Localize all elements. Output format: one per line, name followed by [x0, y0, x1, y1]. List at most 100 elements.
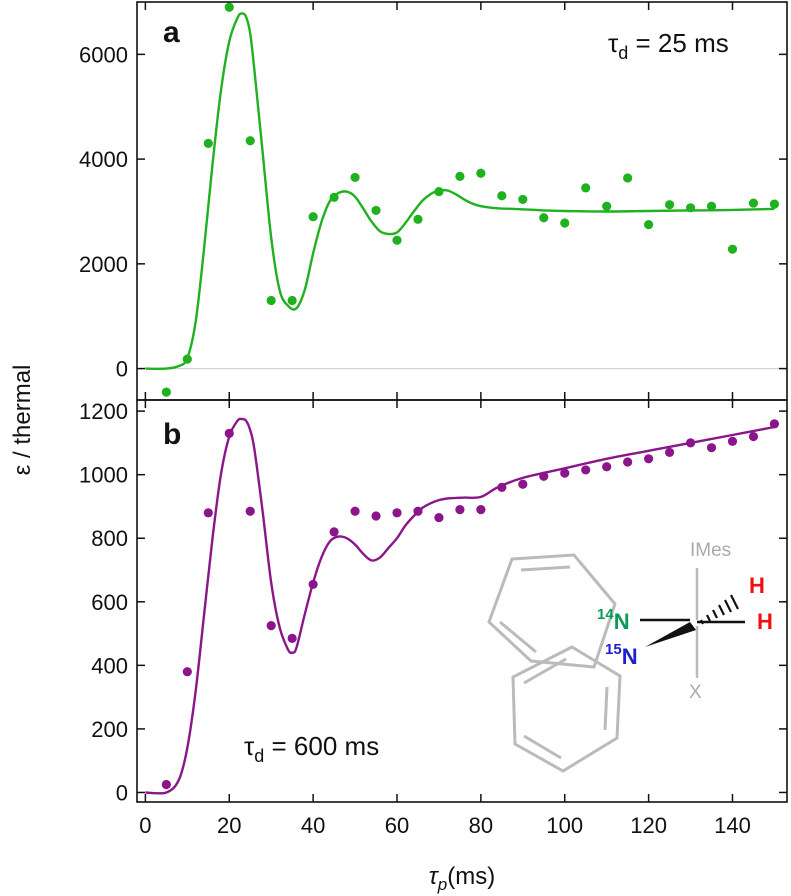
data-point	[266, 621, 276, 631]
data-point	[644, 454, 654, 464]
data-point	[182, 667, 192, 677]
data-point	[476, 168, 486, 178]
pyridine-ring-upper	[487, 553, 617, 669]
y-tick-label: 0	[116, 357, 128, 382]
data-point	[161, 779, 171, 790]
y-tick-label: 2000	[79, 252, 128, 277]
ring-inner-bond	[523, 734, 562, 760]
data-point	[434, 512, 444, 523]
data-point	[664, 447, 675, 458]
n14-label: 14N	[597, 606, 630, 634]
x-tick-label: 0	[139, 813, 151, 838]
panel-b: 0 200 400 600 800 1000 1200 0 20 40 60 80 100 120 140…	[79, 399, 788, 838]
ring-inner-bond	[603, 686, 609, 731]
panel-a-fit-curve	[145, 12, 775, 370]
data-point	[748, 431, 759, 442]
y-tick-label: 1200	[79, 399, 128, 424]
data-point	[706, 443, 717, 453]
data-point	[350, 172, 360, 183]
data-point	[392, 508, 402, 518]
imes-label: IMes	[690, 540, 731, 561]
x-tick-label: 20	[217, 813, 241, 838]
panel-a-y-ticks: 0 2000 4000 6000	[79, 42, 787, 382]
data-point	[455, 505, 465, 515]
data-point	[497, 191, 507, 201]
y-axis-title: ε / thermal	[9, 365, 36, 476]
data-point	[371, 205, 381, 216]
pyridine-ring-lower	[511, 645, 622, 773]
data-point	[623, 173, 633, 183]
data-point	[371, 511, 381, 521]
data-point	[769, 419, 780, 429]
data-point	[706, 201, 717, 211]
data-point	[245, 506, 255, 516]
data-point	[203, 138, 213, 148]
y-tick-label: 4000	[79, 147, 128, 172]
panel-a-frame	[136, 1, 788, 401]
y-tick-label: 800	[91, 526, 128, 551]
data-point	[623, 457, 633, 467]
data-point	[581, 465, 591, 475]
data-point	[685, 203, 696, 213]
data-point	[161, 387, 171, 397]
data-point	[539, 213, 549, 223]
data-point	[476, 505, 486, 515]
data-point	[308, 579, 318, 589]
data-point	[644, 219, 654, 230]
data-point	[287, 295, 297, 306]
panel-a: 0 2000 4000 6000 a τd = 25 ms	[79, 1, 788, 401]
data-point	[727, 244, 738, 254]
data-point	[413, 506, 423, 516]
hydrogen-label-right: H	[757, 609, 773, 634]
panel-b-annotation: τd = 600 ms	[244, 731, 379, 766]
data-point	[245, 136, 255, 146]
data-point	[329, 192, 339, 202]
data-point	[329, 527, 339, 537]
data-point	[560, 218, 570, 228]
data-point	[602, 201, 612, 211]
data-point	[497, 482, 507, 492]
ring-inner-bond	[499, 620, 537, 654]
n15-label: 15N	[605, 641, 638, 669]
panel-b-x-ticks: 0 20 40 60 80 100 120 140	[139, 400, 751, 838]
panel-b-frame	[136, 399, 788, 803]
data-point	[266, 295, 276, 306]
ring-inner-bond	[523, 657, 567, 685]
data-point	[392, 235, 402, 245]
y-tick-label: 1000	[79, 463, 128, 488]
panel-b-fit-curve	[145, 417, 775, 795]
panel-b-y-ticks: 0 200 400 600 800 1000 1200	[79, 399, 787, 805]
y-tick-label: 600	[91, 590, 128, 615]
y-tick-label: 0	[116, 780, 128, 805]
panel-b-data-points	[161, 419, 780, 790]
molecule-structure: IMes X 14N 15N H H	[487, 540, 773, 773]
x-tick-label: 40	[301, 813, 325, 838]
metal-h-hashed-bond	[700, 594, 739, 625]
data-point	[203, 508, 213, 518]
data-point	[224, 2, 234, 12]
data-point	[560, 468, 570, 478]
data-point	[664, 200, 675, 210]
data-point	[455, 171, 465, 181]
data-point	[518, 194, 528, 205]
y-tick-label: 6000	[79, 42, 128, 67]
data-point	[518, 479, 528, 489]
x-tick-label: 120	[630, 813, 667, 838]
panel-a-x-ticks	[144, 2, 734, 400]
data-point	[287, 633, 297, 643]
hydrogen-label-top: H	[749, 573, 765, 598]
data-point	[182, 354, 192, 364]
data-point	[727, 436, 738, 446]
y-tick-label: 400	[91, 653, 128, 678]
data-point	[769, 199, 780, 209]
y-tick-label: 200	[91, 717, 128, 742]
data-point	[602, 462, 612, 472]
data-point	[350, 506, 360, 516]
panel-a-data-points	[161, 2, 780, 397]
x-ligand-label: X	[689, 682, 702, 703]
data-point	[308, 212, 318, 222]
data-point	[224, 428, 234, 438]
x-tick-label: 80	[469, 813, 493, 838]
panel-a-letter: a	[163, 16, 180, 49]
